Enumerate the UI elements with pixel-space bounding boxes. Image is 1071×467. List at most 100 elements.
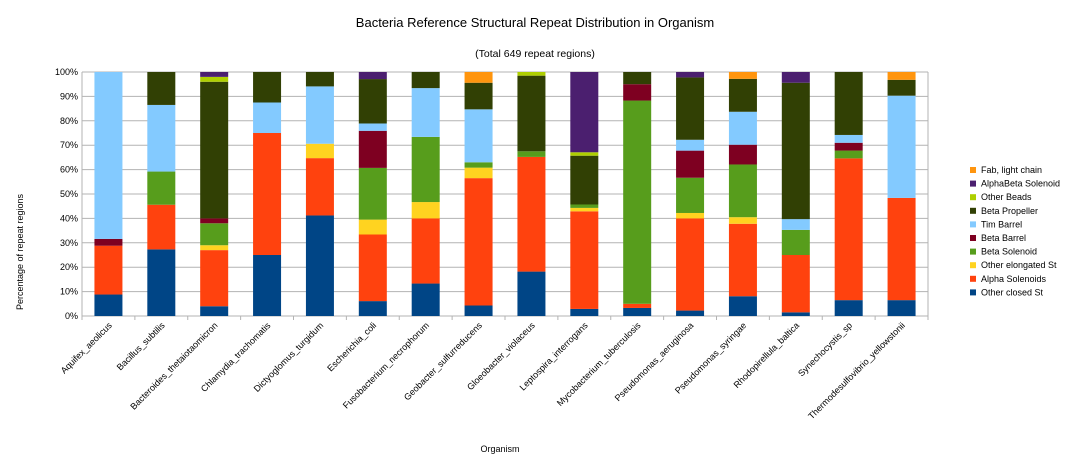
bar-segment [147,204,176,250]
bar-segment [464,72,493,83]
bar-segment [305,86,334,144]
bars [94,72,916,316]
bar-segment [570,155,599,205]
bar-segment [305,158,334,216]
bar-segment [147,249,176,316]
bar-segment [887,197,916,301]
bar-segment [464,82,493,110]
bar-segment [464,109,493,163]
bar-segment [781,219,810,230]
bar-segment [253,133,282,255]
legend-swatch [970,207,976,214]
bar-segment [253,255,282,316]
chart-subtitle: (Total 649 repeat regions) [475,48,595,60]
bar-segment [676,139,705,151]
bar-segment [570,152,599,156]
legend-swatch [970,235,976,241]
bar-segment [305,72,334,87]
bar-segment [623,100,652,304]
bar-segment [94,294,123,316]
legend-swatch [970,221,976,228]
bar-segment [834,142,863,151]
legend: Fab, light chain AlphaBeta Solenoid Other … [970,165,1060,297]
bar-segment [200,72,229,77]
bar-segment [464,305,493,316]
legend-swatch [970,262,976,269]
bar-segment [411,218,440,284]
bar-segment [94,72,123,239]
bar-segment [728,223,757,297]
bar-segment [887,300,916,316]
bar-segment [147,72,176,105]
bar-segment [147,104,176,172]
bar-segment [464,167,493,179]
bar-segment [358,167,387,220]
y-tick-label: 20% [60,262,78,272]
y-tick-labels: 0% 10% 20% 30% 40% 50% 60% 70% 80% 90% 100% [55,67,78,321]
bar-segment [887,72,916,80]
legend-swatch [970,248,976,255]
bar-segment [94,238,123,246]
bar-segment [728,217,757,224]
bar-segment [358,79,387,124]
x-tick-label: Escherichia_coli [325,320,378,373]
bar-segment [411,202,440,219]
legend-swatch [970,194,976,201]
legend-swatch [970,180,976,187]
legend-label: Beta Solenoid [981,247,1037,257]
x-axis-label: Organism [480,444,519,454]
bar-segment [676,150,705,178]
bar-segment [781,72,810,83]
bar-segment [887,79,916,96]
bar-segment [358,130,387,168]
y-tick-label: 60% [60,165,78,175]
bar-segment [358,219,387,235]
bar-segment [887,95,916,198]
bar-segment [411,72,440,89]
chart-title: Bacteria Reference Structural Repeat Dis… [356,15,714,30]
x-tick-label: Aquifex_aeolicus [59,320,115,376]
legend-label: Other Beads [981,192,1032,202]
x-tick-label: Mycobacterium_tuberculosis [555,320,643,408]
bar-segment [834,72,863,135]
bar-segment [570,207,599,212]
bar-segment [517,151,546,157]
y-tick-label: 0% [65,311,78,321]
bar-segment [517,75,546,152]
bar-segment [517,156,546,272]
legend-label: Alpha Solenoids [981,274,1047,284]
bar-segment [570,204,599,208]
bar-segment [781,82,810,220]
bar-segment [464,178,493,306]
bar-segment [728,164,757,218]
legend-label: Beta Barrel [981,233,1026,243]
bar-segment [517,72,546,76]
bar-segment [253,72,282,103]
legend-swatch [970,275,976,282]
bar-segment [570,211,599,309]
bar-segment [676,218,705,311]
bar-segment [834,300,863,316]
bar-segment [411,136,440,203]
bar-segment [570,308,599,316]
y-tick-label: 50% [60,189,78,199]
bar-segment [676,177,705,213]
bar-segment [623,84,652,101]
bar-segment [834,134,863,143]
bar-segment [728,296,757,316]
bar-segment [305,143,334,159]
bar-segment [358,72,387,80]
bar-segment [200,250,229,307]
bar-segment [305,215,334,316]
bar-segment [676,77,705,140]
bar-segment [200,245,229,251]
bar-segment [728,111,757,145]
bar-segment [623,72,652,85]
y-tick-label: 10% [60,287,78,297]
y-tick-label: 90% [60,91,78,101]
bar-segment [358,123,387,131]
legend-label: Fab, light chain [981,165,1042,175]
x-tick-label: Bacillus_subtilis [115,320,167,372]
x-tick-label: Bacteroides_thetaiotaomicron [128,320,219,411]
bar-segment [147,171,176,205]
